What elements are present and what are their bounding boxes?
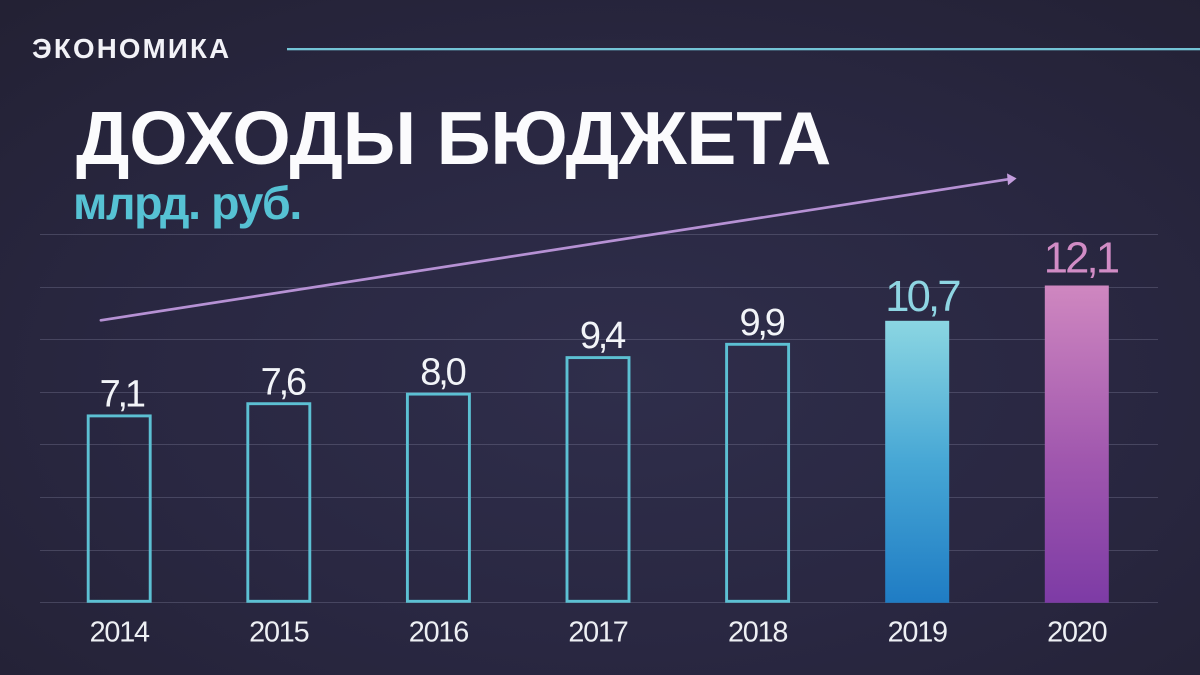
svg-text:2019: 2019 <box>888 617 947 649</box>
svg-text:7,6: 7,6 <box>261 361 306 403</box>
svg-text:9,4: 9,4 <box>580 315 626 357</box>
svg-text:2015: 2015 <box>249 617 308 649</box>
svg-text:9,9: 9,9 <box>739 302 784 344</box>
svg-text:12,1: 12,1 <box>1044 235 1119 283</box>
svg-text:2014: 2014 <box>90 617 150 649</box>
svg-text:2018: 2018 <box>728 617 787 649</box>
svg-text:ЭКОНОМИКА: ЭКОНОМИКА <box>32 33 231 64</box>
svg-text:2020: 2020 <box>1047 617 1106 649</box>
svg-text:млрд. руб.: млрд. руб. <box>73 177 301 229</box>
svg-text:2017: 2017 <box>568 617 627 649</box>
svg-text:7,1: 7,1 <box>100 373 145 415</box>
svg-text:8,0: 8,0 <box>420 352 465 394</box>
svg-text:ДОХОДЫ БЮДЖЕТА: ДОХОДЫ БЮДЖЕТА <box>76 96 831 180</box>
svg-text:2016: 2016 <box>409 617 468 649</box>
svg-text:10,7: 10,7 <box>885 273 959 321</box>
